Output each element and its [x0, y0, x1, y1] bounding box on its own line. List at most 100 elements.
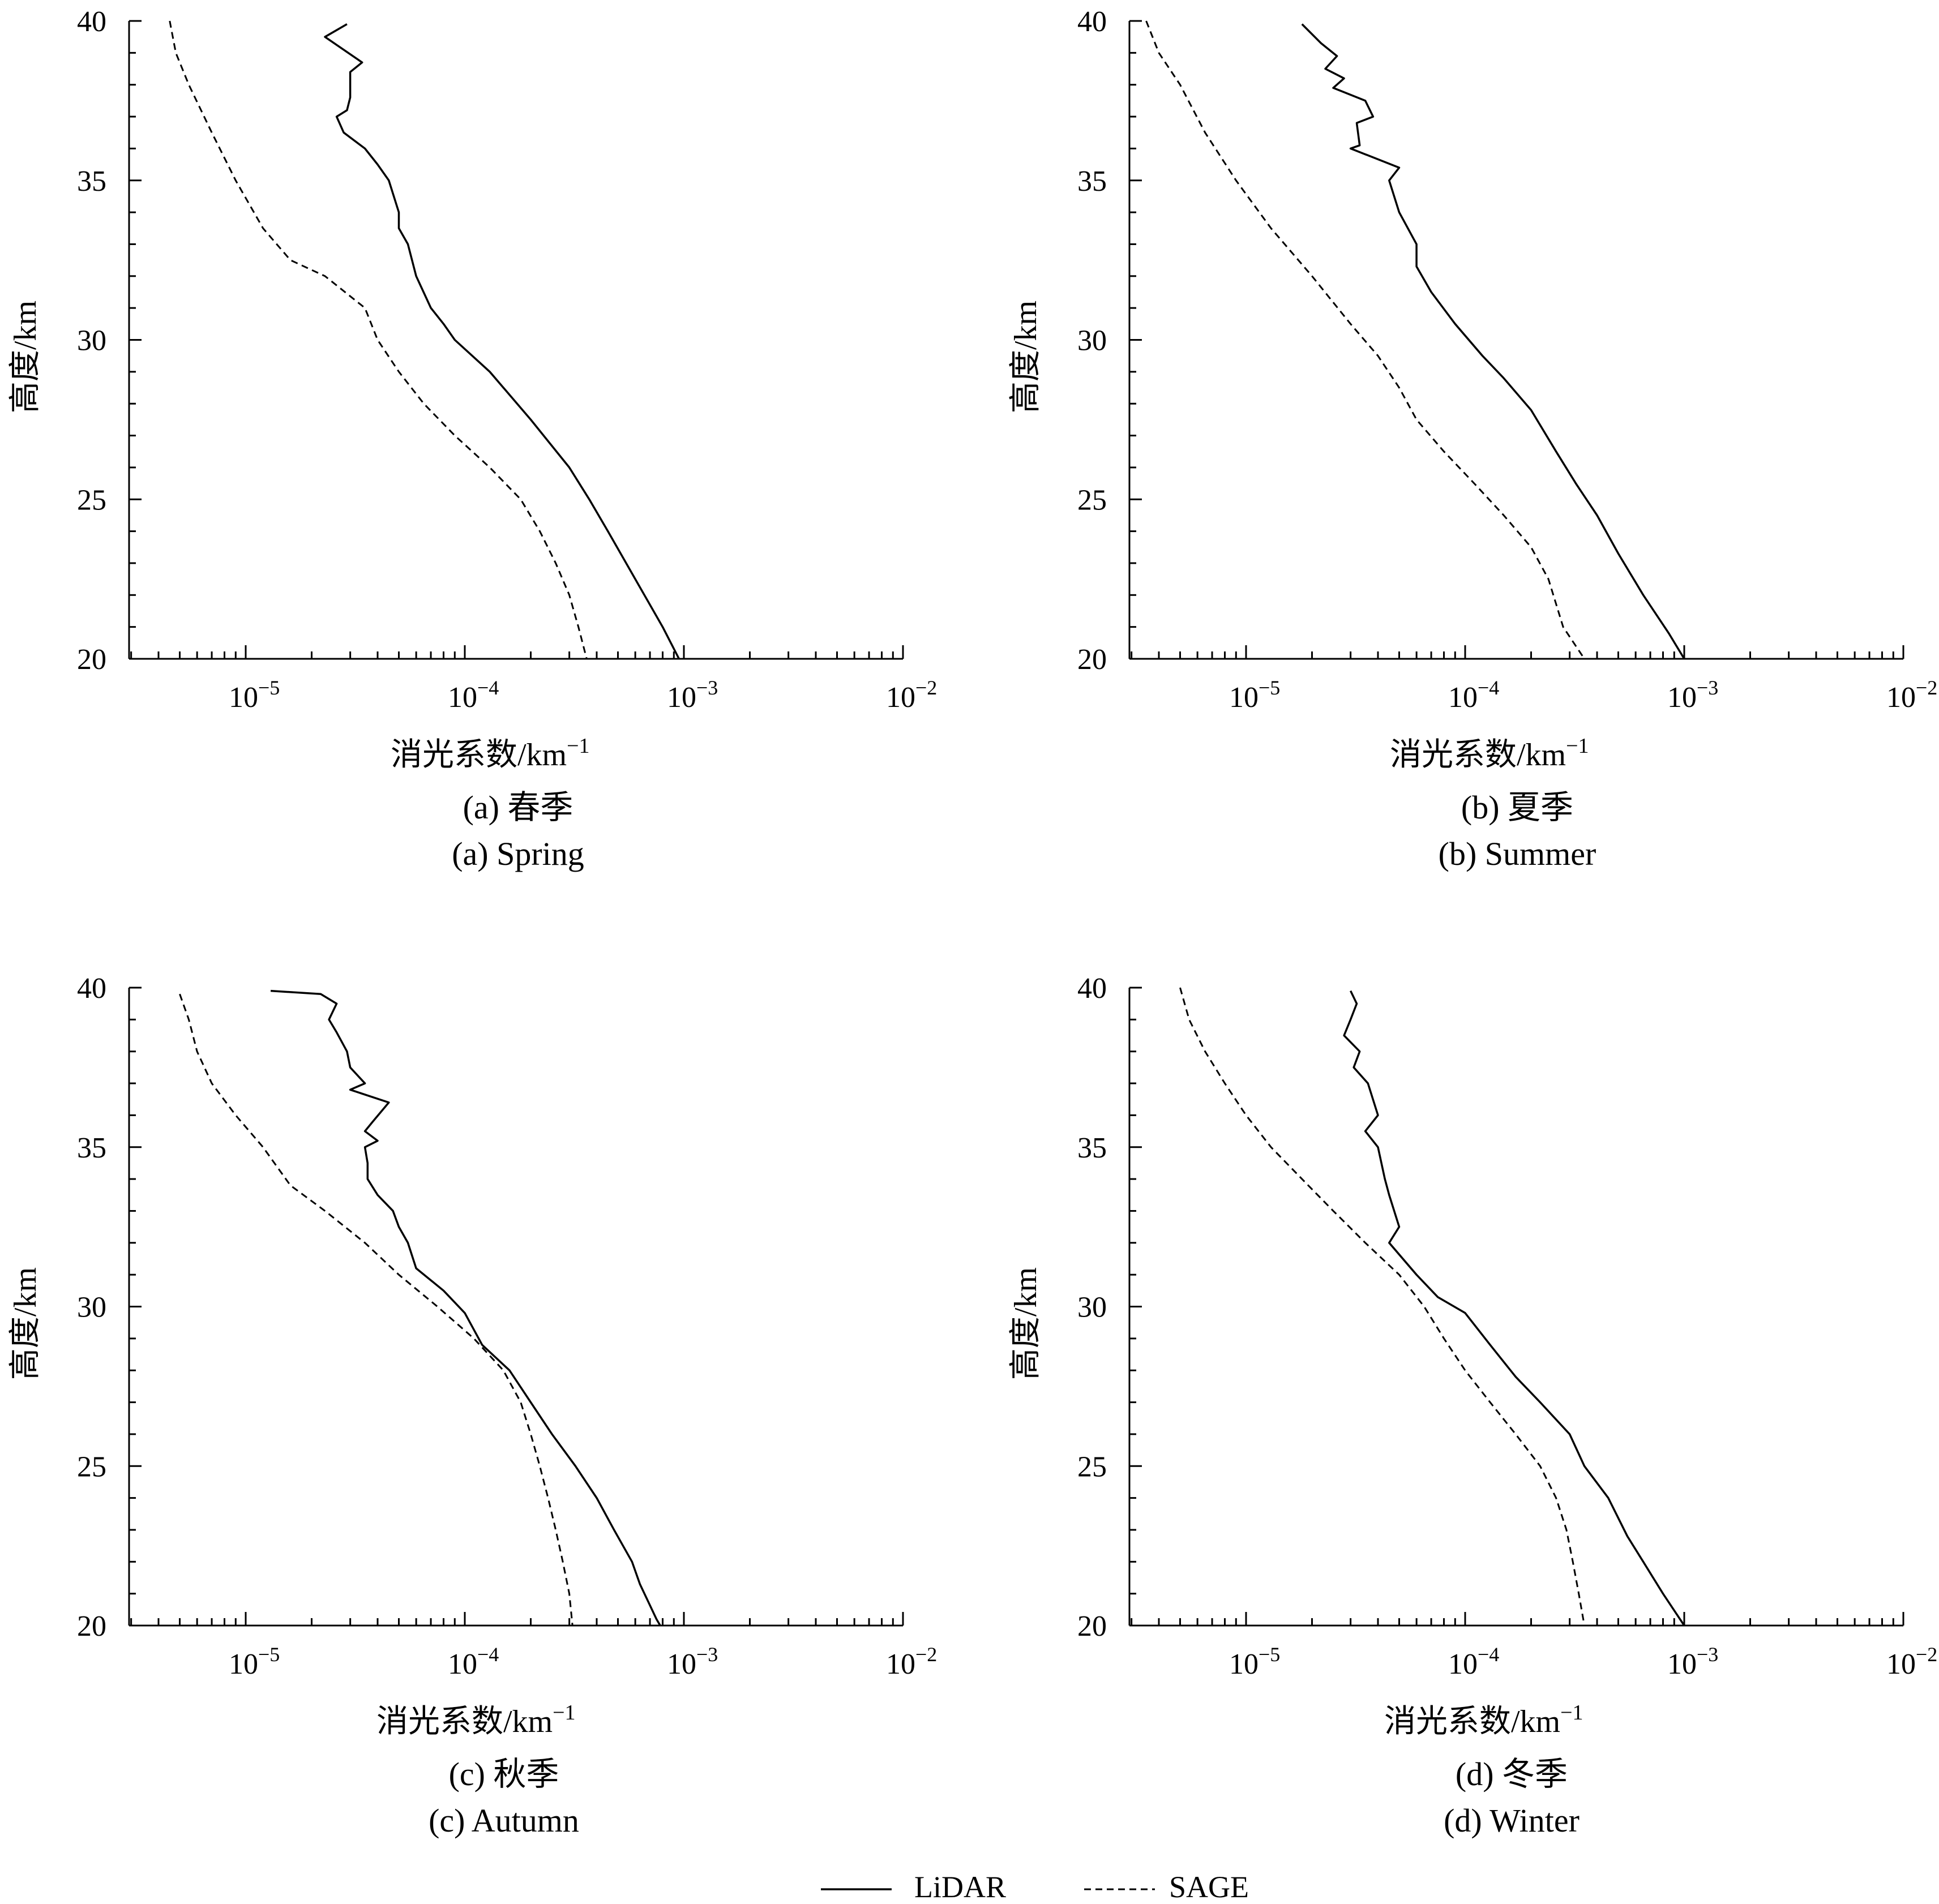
y-tick-label: 30 — [77, 325, 106, 357]
y-tick-label: 30 — [77, 1292, 106, 1324]
x-tick-exponent: −5 — [258, 676, 280, 699]
y-tick-label: 20 — [1077, 1610, 1107, 1643]
x-tick-label: 10−3 — [667, 1643, 718, 1680]
x-tick-exponent: −4 — [477, 1643, 499, 1666]
x-tick-exponent: −4 — [477, 676, 499, 699]
x-tick-label: 10−2 — [886, 1643, 937, 1680]
lidar-series-line — [270, 989, 661, 1626]
x-tick-base: 10 — [886, 1648, 915, 1680]
x-axis-label-main: 消光系数/km — [1390, 737, 1566, 773]
x-tick-label: 10−2 — [1886, 1643, 1937, 1680]
y-tick-label: 25 — [1077, 484, 1107, 516]
x-tick-label: 10−2 — [1886, 676, 1937, 714]
legend: LiDAR SAGE — [821, 1870, 1249, 1904]
x-tick-exponent: −2 — [915, 1643, 937, 1666]
legend-sage-label: SAGE — [1169, 1870, 1249, 1904]
caption-cn: (d) 冬季 — [1456, 1756, 1568, 1792]
caption-cn: (c) 秋季 — [449, 1756, 559, 1792]
x-tick-exponent: −2 — [1916, 676, 1937, 699]
y-tick-label: 35 — [77, 1132, 106, 1164]
y-tick-label: 25 — [1077, 1451, 1107, 1483]
x-axis-label-main: 消光系数/km — [391, 737, 567, 773]
x-tick-label: 10−3 — [1667, 1643, 1718, 1680]
x-tick-base: 10 — [1667, 1648, 1697, 1680]
y-axis-label: 高度/km — [8, 301, 43, 413]
x-tick-base: 10 — [1886, 1648, 1916, 1680]
x-tick-base: 10 — [667, 681, 696, 714]
x-tick-exponent: −2 — [1916, 1643, 1937, 1666]
x-tick-label: 10−5 — [229, 676, 280, 714]
y-tick-label: 30 — [1077, 1292, 1107, 1324]
x-tick-label: 10−4 — [1448, 676, 1499, 714]
y-axis-label: 高度/km — [8, 1267, 43, 1380]
x-tick-base: 10 — [1448, 681, 1478, 714]
y-tick-label: 20 — [1077, 644, 1107, 676]
caption-cn: (b) 夏季 — [1461, 789, 1573, 826]
x-axis-label: 消光系数/km−1 — [391, 734, 590, 773]
sage-series-line — [1145, 20, 1585, 659]
x-tick-base: 10 — [1229, 681, 1259, 714]
x-tick-base: 10 — [229, 1648, 258, 1680]
x-tick-label: 10−5 — [1229, 1643, 1280, 1680]
y-tick-label: 20 — [77, 1610, 106, 1643]
x-tick-exponent: −5 — [258, 1643, 280, 1666]
sage-series-line — [1179, 987, 1586, 1626]
sage-series-line — [179, 993, 573, 1626]
x-axis-label-main: 消光系数/km — [1384, 1704, 1560, 1739]
caption-en: (a) Spring — [452, 835, 584, 872]
caption-en: (d) Winter — [1444, 1802, 1580, 1839]
x-tick-exponent: −3 — [696, 1643, 718, 1666]
x-tick-label: 10−4 — [448, 1643, 499, 1680]
x-tick-label: 10−4 — [448, 676, 499, 714]
x-tick-label: 10−2 — [886, 676, 937, 714]
y-tick-label: 25 — [77, 1451, 106, 1483]
x-tick-base: 10 — [667, 1648, 696, 1680]
x-tick-label: 10−5 — [229, 1643, 280, 1680]
y-tick-label: 40 — [1077, 972, 1107, 1005]
x-tick-exponent: −2 — [915, 676, 937, 699]
x-tick-label: 10−3 — [667, 676, 718, 714]
x-tick-base: 10 — [886, 681, 915, 714]
y-axis-label: 高度/km — [1008, 1267, 1043, 1380]
x-tick-exponent: −4 — [1478, 676, 1499, 699]
x-tick-exponent: −5 — [1259, 676, 1280, 699]
x-axis-label-exponent: −1 — [1560, 1701, 1583, 1725]
y-tick-label: 20 — [77, 644, 106, 676]
y-tick-label: 35 — [77, 165, 106, 198]
x-axis-label-exponent: −1 — [1566, 734, 1589, 758]
x-tick-label: 10−3 — [1667, 676, 1718, 714]
x-tick-base: 10 — [1667, 681, 1697, 714]
y-tick-label: 40 — [1077, 6, 1107, 38]
x-tick-exponent: −5 — [1259, 1643, 1280, 1666]
lidar-series-line — [1301, 23, 1685, 659]
x-tick-exponent: −3 — [1697, 1643, 1718, 1666]
x-tick-base: 10 — [448, 681, 477, 714]
x-axis-label: 消光系数/km−1 — [1384, 1701, 1583, 1739]
x-axis-label-exponent: −1 — [553, 1701, 575, 1725]
x-axis-label: 消光系数/km−1 — [1390, 734, 1589, 773]
y-tick-label: 40 — [77, 972, 106, 1005]
caption-en: (b) Summer — [1439, 835, 1596, 872]
y-tick-label: 40 — [77, 6, 106, 38]
sage-series-line — [169, 20, 588, 659]
legend-lidar-label: LiDAR — [914, 1870, 1006, 1904]
y-axis-label: 高度/km — [1008, 301, 1043, 413]
caption-cn: (a) 春季 — [463, 789, 573, 826]
y-tick-label: 30 — [1077, 325, 1107, 357]
x-tick-base: 10 — [448, 1648, 477, 1680]
y-tick-label: 25 — [77, 484, 106, 516]
x-tick-base: 10 — [1448, 1648, 1478, 1680]
x-tick-base: 10 — [1229, 1648, 1259, 1680]
caption-en: (c) Autumn — [429, 1802, 579, 1839]
y-tick-label: 35 — [1077, 165, 1107, 198]
x-axis-label: 消光系数/km−1 — [376, 1701, 576, 1739]
x-tick-label: 10−5 — [1229, 676, 1280, 714]
y-tick-label: 35 — [1077, 1132, 1107, 1164]
x-tick-base: 10 — [1886, 681, 1916, 714]
x-tick-exponent: −3 — [696, 676, 718, 699]
x-axis-label-exponent: −1 — [567, 734, 589, 758]
